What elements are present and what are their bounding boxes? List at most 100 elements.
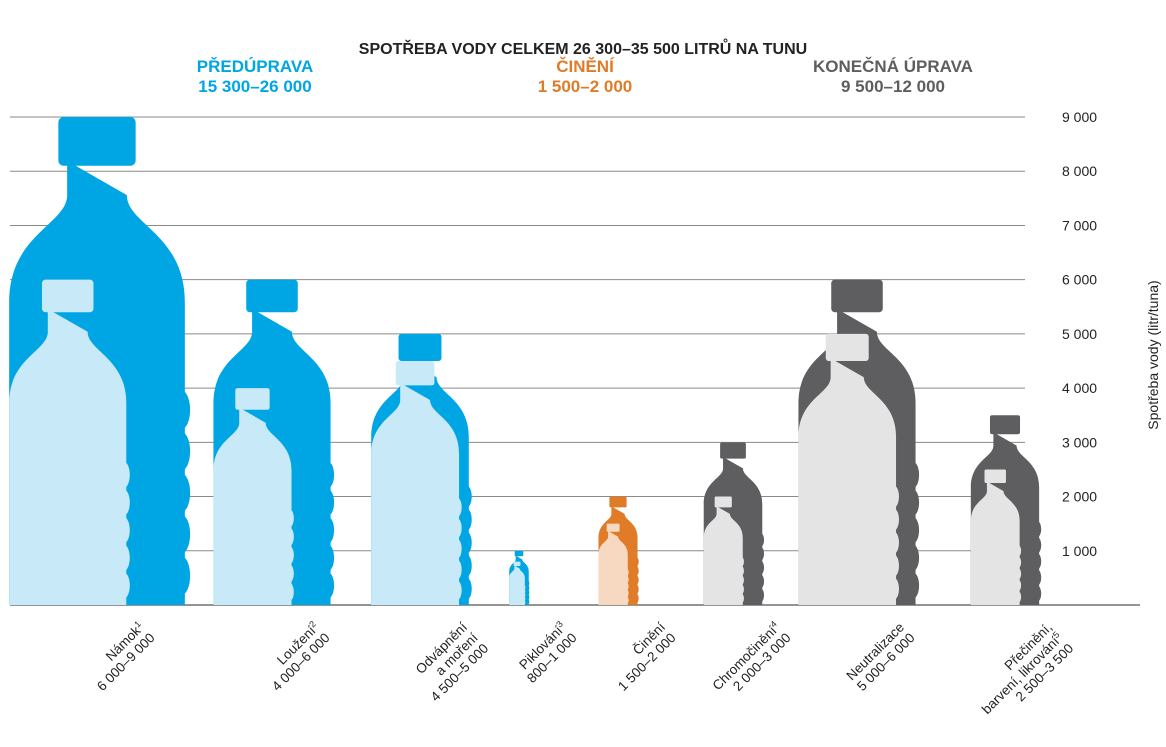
bottle-cap [715,497,732,508]
chart-title: SPOTŘEBA VODY CELKEM 26 300–35 500 LITRŮ… [359,38,807,58]
bottle-ridge [173,473,191,512]
y-tick-label: 1 000 [1062,543,1097,559]
bottle-cap [985,469,1006,483]
y-tick-label: 9 000 [1062,109,1097,125]
bottle-ridge [1016,580,1021,591]
category-label: Činění1 500–2 000 [604,619,678,693]
bottle-ridge [740,567,744,576]
bottle-ridge [527,595,529,599]
bottle-ridge [118,490,130,516]
bottle-ridge [286,528,294,545]
bottle-cap [235,388,269,410]
bottle-cap [246,280,298,313]
bottle-ridge [527,600,529,604]
bottle-ridge [1034,554,1041,569]
bottle-ridge [1016,545,1021,556]
y-tick-label: 2 000 [1062,489,1097,505]
bottle-ridge [1034,521,1041,536]
bottle-cap [399,334,442,361]
bottle-cap [42,280,94,313]
bottle-ridge [907,572,919,598]
bottle-cap [607,524,620,532]
bottle-ridge [1034,586,1041,601]
bottle-ridge [286,546,294,563]
bottle-ridge [907,490,919,516]
bottle-ridge [758,533,764,546]
bottle-ridge [322,517,334,543]
bottle-ridge [758,575,764,588]
bottle-ridge [889,555,899,577]
bottle-cap [831,280,883,313]
bottle-ridge [889,578,899,600]
bottle-ridge [462,509,472,531]
group-total: 1 500–2 000 [538,77,633,96]
y-tick-label: 7 000 [1062,217,1097,233]
bottle-ridge [524,590,526,593]
bottle-ridge [635,557,639,566]
bottle-ridge [740,594,744,603]
bottle-ridge [173,390,191,429]
bottle-ridge [462,486,472,508]
bottle-cap [58,117,135,166]
bottle-ridge [1034,570,1041,585]
bottle-ridge [635,585,639,594]
bottle-ridge [907,545,919,571]
bottle-ridge [527,586,529,590]
bottle-cap [826,334,869,361]
bottle-ridge [462,555,472,577]
bottle-ridge [889,532,899,554]
category-label: Námok16 000–9 000 [83,619,158,694]
bottle-ridge [453,539,462,559]
bottle-ridge [286,510,294,527]
chart: SPOTŘEBA VODY CELKEM 26 300–35 500 LITRŮ… [0,0,1166,747]
bottle-ridge [462,532,472,554]
bottle-ridge [626,576,629,583]
bottle-cap [720,442,746,458]
group-total: 9 500–12 000 [841,77,945,96]
bottle-ridge [1034,538,1041,553]
bottle-ridge [524,601,526,604]
bottle-ridge [453,518,462,538]
group-title: KONEČNÁ ÚPRAVA [813,57,973,76]
bottle-ridge [462,578,472,600]
group-title: PŘEDÚPRAVA [197,57,314,76]
bottle-ridge [322,545,334,571]
bottle-ridge [740,557,744,566]
bottle-cap [514,562,521,566]
bottle-ridge [118,517,130,543]
category-label: Neutralizace5 000–6 000 [843,620,917,694]
bottle-ridge [453,581,462,601]
bottle-cap [396,361,435,385]
bottle-ridge [322,462,334,488]
bottle-ridge [626,590,629,597]
bottle-ridge [527,590,529,594]
bottle-ridge [1016,591,1021,602]
bottle-ridge [118,545,130,571]
bottle-ridge [453,560,462,580]
y-tick-label: 6 000 [1062,272,1097,288]
bottle-ridge [118,462,130,488]
bottle-ridge [322,490,334,516]
bottle-ridge [635,576,639,585]
group-title: ČINĚNÍ [556,57,615,76]
bottle-ridge [524,593,526,596]
y-tick-label: 5 000 [1062,326,1097,342]
bottle-ridge [740,585,744,594]
bottle-ridge [907,462,919,488]
y-tick-label: 8 000 [1062,163,1097,179]
bottle-ridge [635,567,639,576]
bottle-ridge [740,576,744,585]
bottle-ridge [524,586,526,589]
bottle-ridge [758,561,764,574]
y-tick-label: 3 000 [1062,434,1097,450]
bottle-ridge [758,589,764,602]
bottle-ridge [527,581,529,585]
bottle-cap [609,497,626,508]
bottle-ridge [907,517,919,543]
bottle-ridge [626,597,629,604]
bottle-ridge [758,547,764,560]
